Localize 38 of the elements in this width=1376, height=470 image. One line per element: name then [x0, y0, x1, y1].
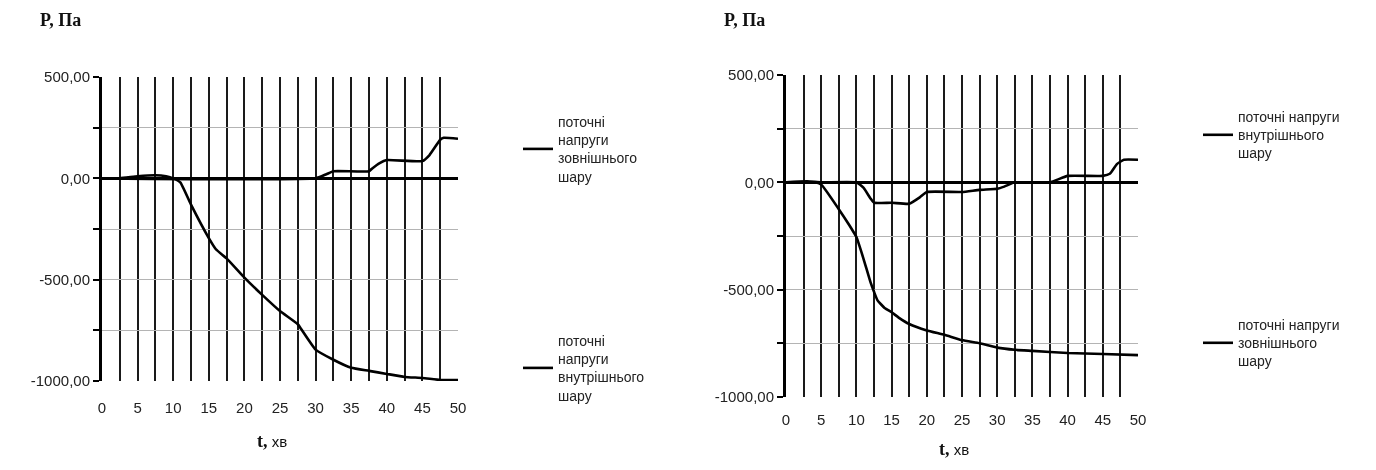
- x-tick-label: 0: [97, 399, 107, 416]
- x-tick-label: 45: [414, 399, 431, 416]
- y-axis-title: P, Па: [40, 10, 82, 30]
- x-tick-label: 35: [342, 399, 360, 416]
- legend-label: поточні напруги зовнішнього шару: [1238, 317, 1340, 370]
- x-axis-title: t, хв: [257, 431, 288, 451]
- y-tick-label: -1000,00: [30, 372, 90, 390]
- y-tick-label: 500,00: [44, 68, 90, 86]
- x-tick-label: 40: [1059, 411, 1076, 428]
- x-tick-label: 10: [164, 399, 182, 416]
- x-tick-label: 15: [200, 399, 218, 416]
- y-tick-label: 0,00: [60, 169, 90, 187]
- x-tick-label: 45: [1094, 411, 1112, 428]
- x-tick-label: 25: [953, 411, 971, 428]
- x-tick-label: 10: [848, 411, 865, 428]
- y-tick-label: -1000,00: [714, 388, 774, 406]
- x-tick-label: 15: [883, 411, 900, 428]
- y-tick-label: -500,00: [723, 280, 774, 298]
- legend-label: поточні напруги внутрішнього шару: [558, 333, 645, 404]
- x-tick-label: 50: [1129, 411, 1147, 428]
- legend-label: поточні напруги внутрішнього шару: [1238, 109, 1340, 162]
- x-axis-title: t, хв: [939, 439, 970, 459]
- x-tick-label: 25: [271, 399, 289, 416]
- y-tick-label: 0,00: [744, 173, 774, 191]
- x-tick-label: 5: [133, 399, 142, 416]
- x-tick-label: 0: [781, 411, 791, 428]
- y-tick-label: 500,00: [728, 66, 774, 84]
- x-tick-label: 50: [449, 399, 467, 416]
- x-tick-label: 35: [1024, 411, 1041, 428]
- x-tick-label: 40: [378, 399, 396, 416]
- x-tick-label: 30: [988, 411, 1006, 428]
- x-tick-label: 30: [307, 399, 324, 416]
- legend-label: поточні напруги зовнішнього шару: [558, 114, 638, 185]
- x-tick-label: 5: [817, 411, 826, 428]
- y-axis-title: P, Па: [724, 10, 766, 30]
- y-tick-label: -500,00: [39, 270, 90, 288]
- x-tick-label: 20: [918, 411, 936, 428]
- x-tick-label: 20: [236, 399, 253, 416]
